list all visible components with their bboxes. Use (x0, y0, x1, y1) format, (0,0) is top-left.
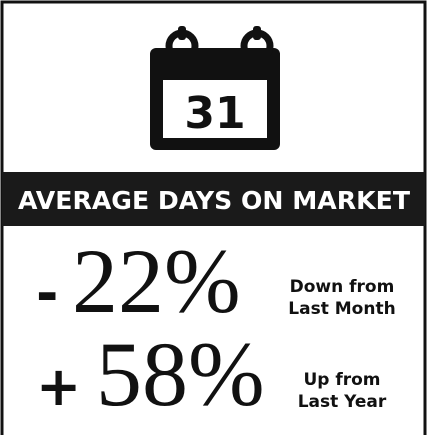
calendar-icon: 31 (150, 26, 280, 150)
title-bar (2, 172, 425, 226)
title: AVERAGE DAYS ON MARKET (18, 186, 410, 215)
stat-note: Last Year (298, 392, 387, 412)
stat-note: Last Month (288, 299, 395, 319)
stat-value: 22% (72, 230, 241, 332)
stat-note: Up from (303, 370, 380, 390)
stat-note: Down from (290, 277, 395, 297)
stat-sign: - (36, 262, 58, 325)
stat-value: 58% (96, 323, 265, 425)
calendar-number: 31 (184, 88, 245, 139)
stat-sign: + (36, 355, 81, 418)
